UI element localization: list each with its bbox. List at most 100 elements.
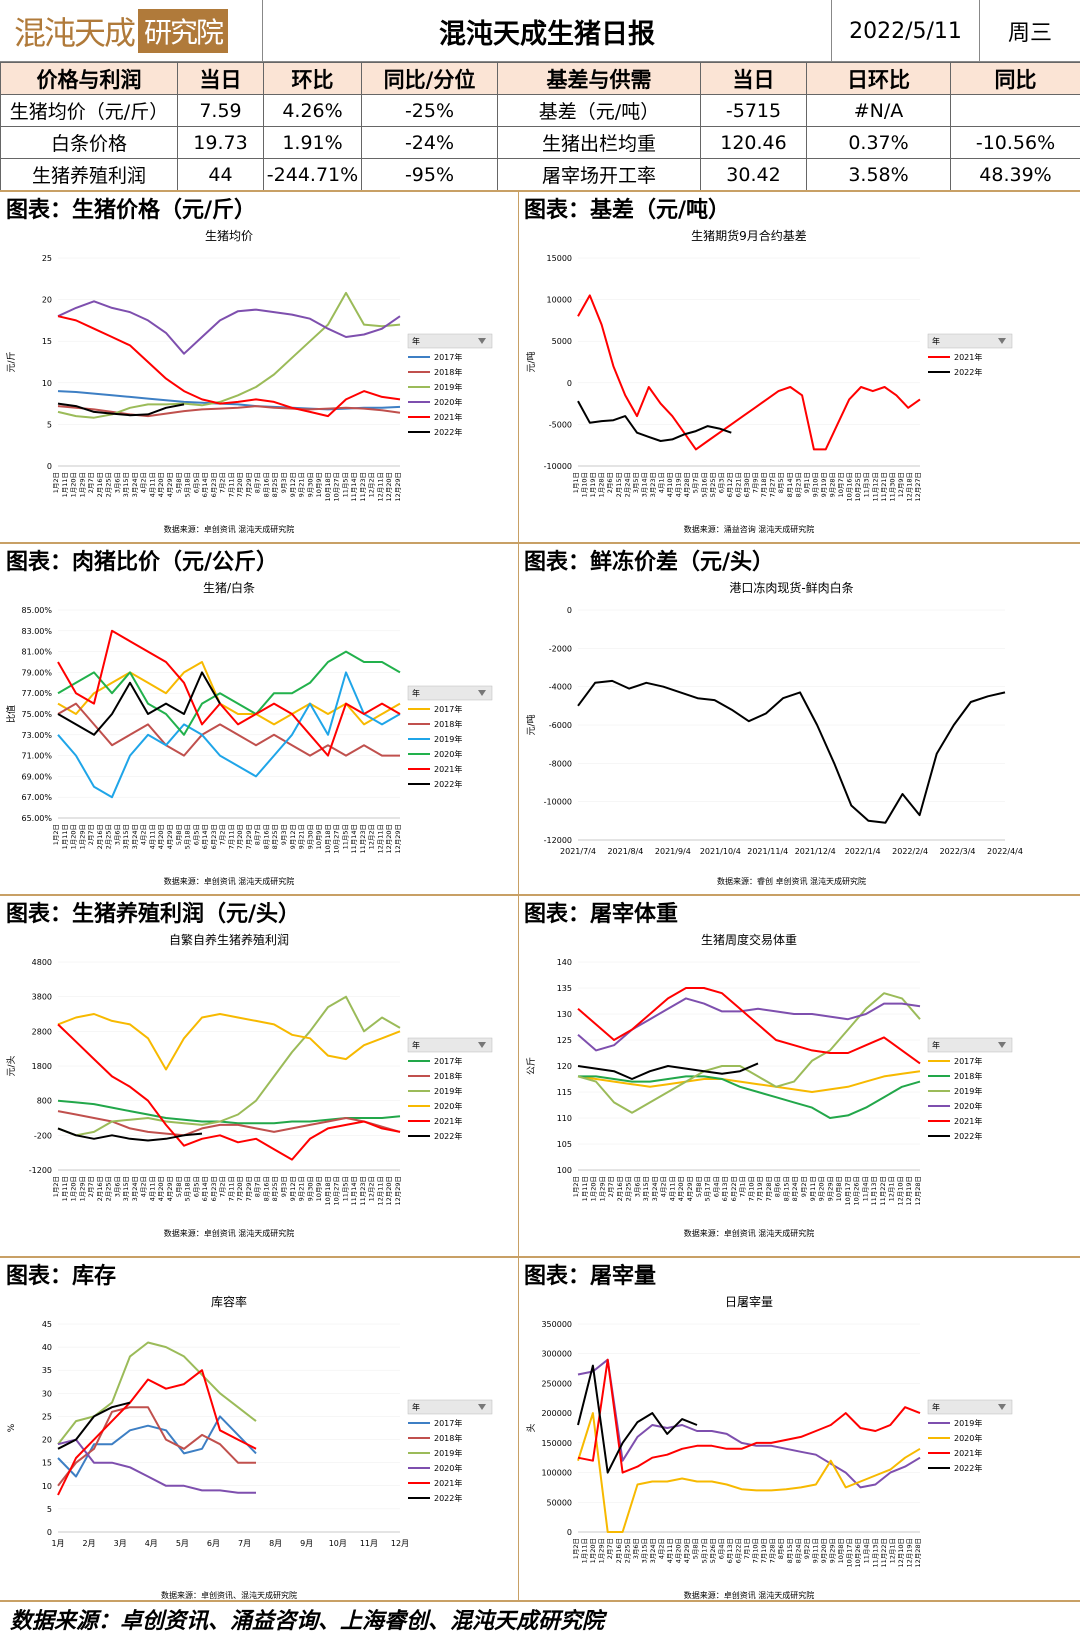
x-tick-label: 10月17日 (846, 1538, 854, 1568)
y-tick-label: 65.00% (21, 814, 52, 823)
x-tick-label: 2月7日 (87, 824, 95, 845)
x-tick-label: 7月20日 (236, 472, 244, 497)
kpi-cell: 屠宰场开工率 (497, 158, 701, 191)
x-tick-label: 6月5日 (192, 1176, 200, 1197)
x-tick-label: 5月17日 (704, 1176, 712, 1201)
y-axis-label: 比值 (5, 705, 17, 723)
kpi-cell: -95% (361, 158, 498, 191)
x-tick-label: 8月23日 (794, 472, 802, 497)
chart-hog-pork-ratio: 生猪/白条 比值 65.00% 67.00% 69.00% 71.00% 73.00% 75.… (0, 576, 505, 888)
legend-item: 2018年 (434, 367, 462, 377)
x-tick-label: 11月5日 (341, 472, 349, 497)
x-tick-label: 1月20日 (70, 824, 78, 849)
section-title-frozen-spread: 图表：鲜冻价差（元/头） (518, 542, 1080, 576)
kpi-header-cell: 环比 (263, 62, 362, 95)
series-line-2017 (57, 390, 401, 411)
x-tick-label: 6月14日 (201, 472, 209, 497)
x-tick-label: 8月16日 (262, 472, 270, 497)
x-tick-label: 7月1日 (739, 1176, 747, 1197)
series-line-2020 (577, 1358, 921, 1489)
y-tick-label: 135 (557, 984, 572, 993)
chart-title: 生猪期货9月合约基差 (691, 228, 807, 243)
series-line-y2020c (57, 650, 401, 736)
legend-item: 2022年 (954, 367, 982, 377)
x-tick-label: 11月4日 (863, 1538, 871, 1563)
chart-source: 数据来源：卓创资讯 混沌天成研究院 (684, 1590, 815, 1600)
x-tick-label: 11月5日 (341, 824, 349, 849)
y-tick-label: 5000 (552, 337, 572, 346)
kpi-row: 生猪养殖利润 44 -244.71% -95% 屠宰场开工率 30.42 3.58% 48.3… (0, 158, 1080, 191)
x-tick-label: 7月29日 (245, 824, 253, 849)
y-tick-label: 300000 (541, 1350, 572, 1359)
x-tick-label: 2月16日 (96, 824, 104, 849)
series-line-2018 (57, 1406, 256, 1487)
x-tick-label: 9月 (300, 1539, 313, 1548)
legend-item: 2017年 (434, 1056, 462, 1066)
y-tick-label: 0 (567, 379, 572, 388)
x-tick-label: 1月10日 (581, 472, 589, 497)
x-tick-label: 10月26日 (853, 1176, 861, 1206)
legend-item: 2022年 (434, 427, 462, 437)
x-tick-label: 4月20日 (157, 472, 165, 497)
legend-item: 2019年 (954, 1086, 982, 1096)
kpi-cell: 44 (177, 158, 264, 191)
y-tick-label: -10000 (544, 798, 572, 807)
series-line-y2017b (57, 1013, 401, 1071)
kpi-header-cell: 同比/分位 (361, 62, 498, 95)
x-tick-label: 8月24日 (794, 1538, 802, 1563)
x-tick-label: 3月15日 (640, 1538, 648, 1563)
x-tick-label: 7月18日 (760, 472, 768, 497)
x-tick-label: 6月3日 (717, 472, 725, 493)
x-tick-label: 1月11日 (61, 1176, 69, 1201)
x-tick-label: 9月30日 (306, 472, 314, 497)
y-tick-label: 115 (557, 1088, 572, 1097)
legend-title: 年 (412, 688, 420, 698)
y-tick-label: 85.00% (21, 606, 52, 615)
y-tick-label: 15 (42, 1459, 52, 1468)
chart-title: 生猪均价 (205, 229, 253, 243)
legend-header (927, 1037, 1013, 1053)
y-tick-label: 800 (37, 1097, 52, 1106)
legend-header (407, 333, 493, 349)
x-tick-label: 12月20日 (385, 824, 393, 854)
chart-slaughter: 日屠宰量头 0 50000 100000 150000 200000 250000 30000… (520, 1290, 1025, 1602)
y-tick-label: -12000 (544, 836, 572, 845)
x-tick-label: 1月20日 (70, 1176, 78, 1201)
series-line-y2018b (578, 1075, 921, 1119)
legend-item: 2018年 (434, 1071, 462, 1081)
x-tick-label: 5月7日 (692, 472, 700, 493)
filter-icon (998, 1404, 1006, 1410)
x-tick-label: 12月20日 (385, 1176, 393, 1206)
x-tick-label: 11月12日 (871, 472, 879, 502)
y-tick-label: 81.00% (21, 648, 52, 657)
x-tick-label: 11月21日 (880, 472, 888, 502)
x-tick-label: 5月8日 (175, 824, 183, 845)
x-tick-label: 1月20日 (70, 472, 78, 497)
x-tick-label: 6月23日 (210, 472, 218, 497)
y-tick-label: -2000 (549, 644, 572, 653)
x-tick-label: 9月11日 (811, 1538, 819, 1563)
legend-header (927, 333, 1013, 349)
x-tick-label: 8月14日 (786, 472, 794, 497)
x-tick-label: 2022/4/4 (987, 847, 1023, 856)
x-tick-label: 3月14日 (640, 472, 648, 497)
x-tick-label: 9月19日 (820, 472, 828, 497)
chart-source: 数据来源：睿创 卓创资讯 混沌天成研究院 (717, 876, 866, 886)
series-line-y2017b (577, 1070, 921, 1093)
logo-badge: 研究院 (138, 9, 229, 53)
x-tick-label: 12月11日 (376, 472, 384, 502)
x-tick-label: 6月12日 (726, 472, 734, 497)
y-tick-label: 0 (47, 462, 52, 471)
legend-title: 年 (932, 1040, 940, 1050)
x-tick-label: 12月1日 (888, 1538, 896, 1563)
chart-title: 库容率 (211, 1294, 247, 1309)
x-tick-label: 11月 (360, 1539, 378, 1548)
kpi-cell: 0.37% (806, 126, 951, 159)
x-tick-label: 10月25日 (854, 472, 862, 502)
x-tick-label: 4月20日 (157, 824, 165, 849)
series-line-2021 (577, 294, 921, 451)
x-tick-label: 9月3日 (280, 472, 288, 493)
